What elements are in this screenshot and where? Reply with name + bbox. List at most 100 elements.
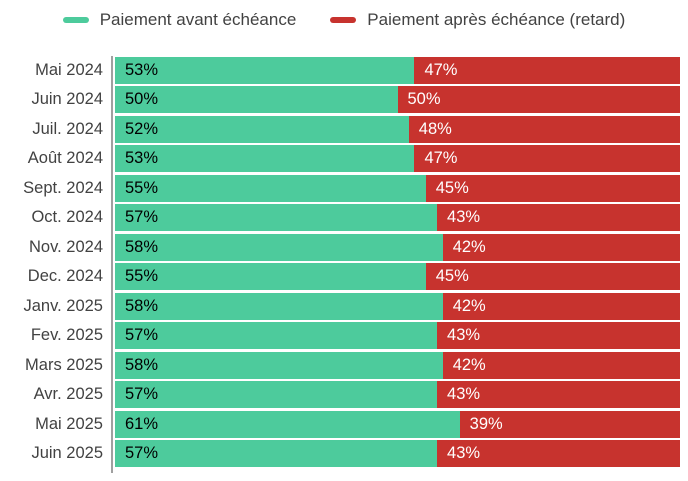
bar-value-label: 50% bbox=[125, 90, 159, 109]
bar-segment-apres-echeance: 39% bbox=[459, 410, 680, 438]
bar-segment-apres-echeance: 43% bbox=[437, 381, 680, 409]
category-label: Août 2024 bbox=[27, 149, 103, 168]
bar-segment-apres-echeance: 45% bbox=[425, 174, 680, 202]
y-axis-line bbox=[111, 56, 113, 474]
bar-value-label: 42% bbox=[452, 296, 486, 315]
bar-value-label: 55% bbox=[125, 178, 159, 197]
category-label: Fev. 2025 bbox=[30, 326, 103, 345]
category-label: Mai 2024 bbox=[35, 60, 103, 79]
bar-segment-avant-echeance: 57% bbox=[115, 381, 438, 409]
legend-swatch-apres-icon bbox=[330, 17, 357, 23]
bar-segment-avant-echeance: 55% bbox=[115, 174, 426, 202]
bar-segment-apres-echeance: 43% bbox=[437, 440, 680, 468]
bar-value-label: 45% bbox=[435, 178, 469, 197]
bar-segment-avant-echeance: 58% bbox=[115, 351, 443, 379]
chart-row: Sept. 2024 55% 45% bbox=[0, 174, 680, 202]
bar-segment-apres-echeance: 42% bbox=[442, 292, 680, 320]
chart-row: Août 2024 53% 47% bbox=[0, 145, 680, 173]
bar-chart: Mai 2024 53% 47% Juin 2024 50% 50% Juil. 2024 5… bbox=[0, 56, 688, 474]
bar-value-label: 43% bbox=[447, 385, 481, 404]
category-label: Oct. 2024 bbox=[31, 208, 103, 227]
bar-segment-avant-echeance: 61% bbox=[115, 410, 460, 438]
bar-group: 58% 42% bbox=[115, 351, 680, 379]
bar-group: 57% 43% bbox=[115, 440, 680, 468]
bar-value-label: 57% bbox=[125, 208, 159, 227]
bar-group: 58% 42% bbox=[115, 233, 680, 261]
bar-value-label: 48% bbox=[418, 119, 452, 138]
bar-segment-avant-echeance: 57% bbox=[115, 204, 438, 232]
bar-value-label: 61% bbox=[125, 414, 159, 433]
category-label: Janv. 2025 bbox=[23, 296, 103, 315]
bar-segment-apres-echeance: 50% bbox=[397, 86, 680, 114]
bar-segment-avant-echeance: 55% bbox=[115, 263, 426, 291]
legend-swatch-avant-icon bbox=[62, 17, 89, 23]
bar-group: 50% 50% bbox=[115, 86, 680, 114]
bar-value-label: 58% bbox=[125, 237, 159, 256]
chart-row: Fev. 2025 57% 43% bbox=[0, 322, 680, 350]
bar-value-label: 47% bbox=[424, 149, 458, 168]
bar-group: 58% 42% bbox=[115, 292, 680, 320]
chart-row: Oct. 2024 57% 43% bbox=[0, 204, 680, 232]
chart-row: Avr. 2025 57% 43% bbox=[0, 381, 680, 409]
chart-row: Juin 2025 57% 43% bbox=[0, 440, 680, 468]
bar-group: 53% 47% bbox=[115, 57, 680, 84]
bar-segment-apres-echeance: 47% bbox=[414, 145, 680, 173]
bar-group: 57% 43% bbox=[115, 381, 680, 409]
legend-label-avant: Paiement avant échéance bbox=[99, 10, 297, 29]
bar-segment-apres-echeance: 43% bbox=[437, 204, 680, 232]
chart-rows: Mai 2024 53% 47% Juin 2024 50% 50% Juil. 2024 5… bbox=[0, 57, 680, 468]
category-label: Juil. 2024 bbox=[32, 119, 103, 138]
bar-value-label: 45% bbox=[435, 267, 469, 286]
bar-segment-apres-echeance: 45% bbox=[425, 263, 680, 291]
bar-segment-apres-echeance: 42% bbox=[442, 351, 680, 379]
bar-group: 53% 47% bbox=[115, 145, 680, 173]
bar-value-label: 53% bbox=[125, 149, 159, 168]
chart-row: Janv. 2025 58% 42% bbox=[0, 292, 680, 320]
bar-segment-apres-echeance: 43% bbox=[437, 322, 680, 350]
category-label: Juin 2024 bbox=[31, 90, 103, 109]
bar-value-label: 43% bbox=[447, 208, 481, 227]
bar-value-label: 52% bbox=[125, 119, 159, 138]
bar-value-label: 58% bbox=[125, 355, 159, 374]
bar-value-label: 42% bbox=[452, 237, 486, 256]
category-label: Avr. 2025 bbox=[33, 385, 103, 404]
chart-row: Mai 2025 61% 39% bbox=[0, 410, 680, 438]
chart-legend: Paiement avant échéance Paiement après é… bbox=[0, 0, 688, 31]
legend-item-apres: Paiement après échéance (retard) bbox=[330, 10, 625, 30]
bar-value-label: 57% bbox=[125, 326, 159, 345]
bar-value-label: 57% bbox=[125, 385, 159, 404]
chart-row: Nov. 2024 58% 42% bbox=[0, 233, 680, 261]
bar-segment-avant-echeance: 53% bbox=[115, 145, 415, 173]
bar-group: 55% 45% bbox=[115, 174, 680, 202]
bar-value-label: 55% bbox=[125, 267, 159, 286]
bar-segment-avant-echeance: 52% bbox=[115, 115, 409, 143]
category-label: Nov. 2024 bbox=[29, 237, 103, 256]
bar-group: 55% 45% bbox=[115, 263, 680, 291]
chart-row: Mai 2024 53% 47% bbox=[0, 57, 680, 84]
bar-value-label: 47% bbox=[424, 60, 458, 79]
bar-group: 57% 43% bbox=[115, 204, 680, 232]
bar-value-label: 50% bbox=[407, 90, 441, 109]
bar-segment-apres-echeance: 42% bbox=[442, 233, 680, 261]
category-label: Sept. 2024 bbox=[23, 178, 103, 197]
bar-segment-apres-echeance: 47% bbox=[414, 57, 680, 84]
bar-value-label: 43% bbox=[447, 444, 481, 463]
bar-segment-avant-echeance: 57% bbox=[115, 440, 438, 468]
chart-row: Juil. 2024 52% 48% bbox=[0, 115, 680, 143]
bar-segment-avant-echeance: 53% bbox=[115, 57, 415, 84]
bar-value-label: 57% bbox=[125, 444, 159, 463]
legend-item-avant: Paiement avant échéance bbox=[62, 10, 297, 30]
bar-value-label: 53% bbox=[125, 60, 159, 79]
category-label: Juin 2025 bbox=[31, 444, 103, 463]
category-label: Dec. 2024 bbox=[27, 267, 103, 286]
chart-row: Dec. 2024 55% 45% bbox=[0, 263, 680, 291]
bar-segment-avant-echeance: 50% bbox=[115, 86, 398, 114]
category-label: Mai 2025 bbox=[35, 414, 103, 433]
bar-value-label: 43% bbox=[447, 326, 481, 345]
bar-segment-avant-echeance: 58% bbox=[115, 233, 443, 261]
chart-row: Juin 2024 50% 50% bbox=[0, 86, 680, 114]
category-label: Mars 2025 bbox=[25, 355, 103, 374]
bar-group: 57% 43% bbox=[115, 322, 680, 350]
bar-segment-avant-echeance: 57% bbox=[115, 322, 438, 350]
bar-group: 52% 48% bbox=[115, 115, 680, 143]
